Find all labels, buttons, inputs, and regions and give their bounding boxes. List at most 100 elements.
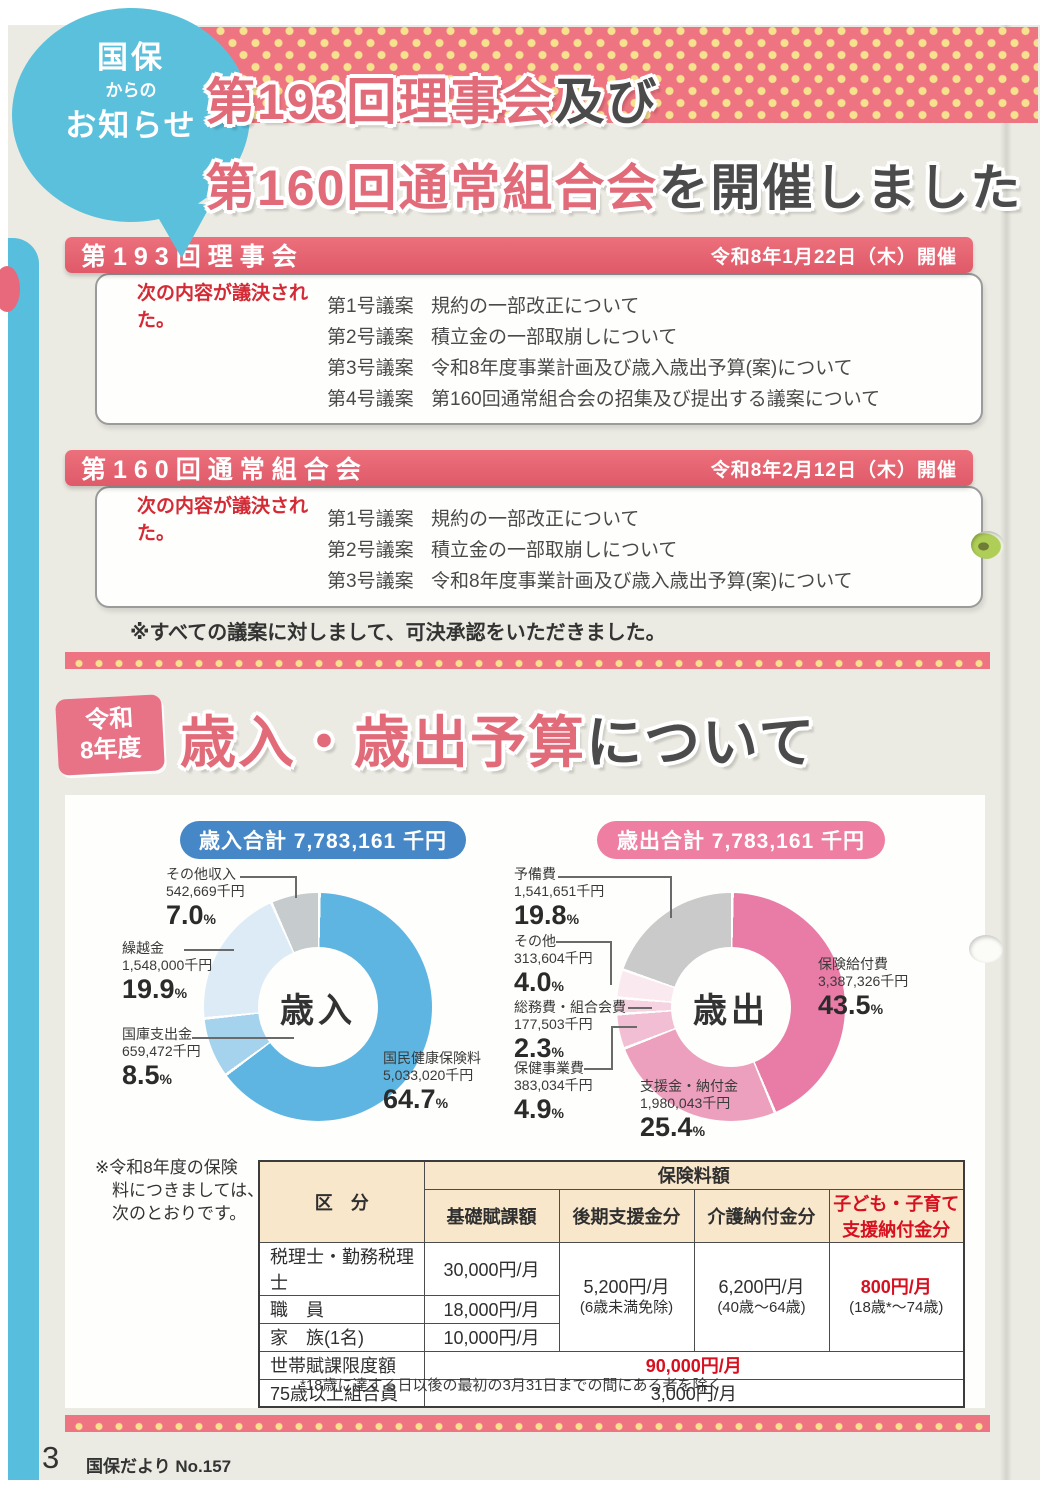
- table-cell-base: 18,000円/月: [423, 1294, 560, 1324]
- agenda-item-no: 第4号議案: [327, 389, 414, 410]
- table-cell-late-support: 5,200円/月 (6歳未満免除): [558, 1241, 695, 1352]
- premium-note-line1: ※令和8年度の保険: [95, 1158, 238, 1177]
- segment-name: 予備費: [514, 866, 556, 882]
- segment-name: 国民健康保険料: [383, 1050, 481, 1066]
- bubble-line1: 国保: [97, 40, 165, 75]
- leader-line: [558, 876, 672, 878]
- leader-line: [611, 1026, 613, 1070]
- agenda-item-no: 第2号議案: [327, 540, 414, 561]
- leader-line: [184, 949, 234, 951]
- segment-name: 繰越金: [122, 940, 164, 956]
- page-number: 3: [42, 1440, 60, 1475]
- segment-name: 保険給付費: [818, 956, 888, 972]
- segment-percent: 19.8%: [514, 900, 580, 930]
- agenda-item-no: 第3号議案: [327, 571, 414, 592]
- polka-dot-banner: [170, 27, 1038, 123]
- agenda-row: 第3号議案 令和8年度事業計画及び歳入歳出予算(案)について: [137, 351, 981, 382]
- leader-line: [192, 1037, 294, 1039]
- resolution-note: ※すべての議案に対しまして、可決承認をいただきました。: [130, 622, 666, 644]
- table-cell-child: 800円/月 (18歳*～74歳): [828, 1241, 965, 1352]
- section2-header-bar: 第160回通常組合会 令和8年2月12日（木）開催: [65, 450, 973, 486]
- agenda-row: 第4号議案 第160回通常組合会の招集及び提出する議案について: [137, 382, 981, 413]
- agenda-item-text: 令和8年度事業計画及び歳入歳出予算(案)について: [431, 571, 853, 592]
- bubble-line3: お知らせ: [65, 108, 197, 143]
- speech-bubble-text: 国保 からの お知らせ: [12, 38, 250, 148]
- section2-agenda-box: 次の内容が議決された。 第1号議案 規約の一部改正について 第2号議案 積立金の…: [95, 486, 983, 608]
- dotted-divider-bottom: [65, 1415, 990, 1432]
- title-line1-rest: 及び: [554, 74, 659, 130]
- income-label-hokenryo: 国民健康保険料 5,033,020千円 64.7%: [383, 1050, 481, 1118]
- section2-heading: 第160回通常組合会: [81, 456, 368, 484]
- income-label-kurikoshi: 繰越金 1,548,000千円 19.9%: [122, 940, 212, 1008]
- segment-percent: 64.7%: [383, 1084, 449, 1114]
- era-badge-line2: 8年度: [79, 734, 143, 765]
- segment-percent: 4.9%: [514, 1094, 564, 1124]
- income-label-kokko: 国庫支出金 659,472千円 8.5%: [122, 1026, 201, 1094]
- punch-hole-bottom: [969, 935, 1003, 963]
- table-cell-nursing: 6,200円/月 (40歳～64歳): [693, 1241, 830, 1352]
- segment-percent: 2.3%: [514, 1033, 564, 1063]
- segment-name: 国庫支出金: [122, 1026, 192, 1042]
- agenda-item-text: 規約の一部改正について: [431, 509, 640, 530]
- segment-amount: 313,604千円: [514, 950, 593, 966]
- table-cell-base: 10,000円/月: [423, 1322, 560, 1352]
- title-line2-rest: を開催しました: [658, 160, 1023, 216]
- table-header-base: 基礎賦課額: [423, 1188, 560, 1243]
- leader-line: [584, 1068, 613, 1070]
- segment-amount: 1,541,651千円: [514, 883, 605, 899]
- leader-line: [610, 941, 612, 985]
- expense-label-sonota: その他 313,604千円 4.0%: [514, 933, 593, 1001]
- section1-intro: 次の内容が議決された。: [137, 282, 309, 331]
- cell-value: 800円/月: [860, 1277, 932, 1297]
- leader-line: [611, 1026, 637, 1028]
- segment-name: その他: [514, 933, 556, 949]
- section1-header-bar: 第193回理事会 令和8年1月22日（木）開催: [65, 237, 973, 273]
- title-line1-highlight: 第193回理事会: [205, 74, 555, 130]
- agenda-item-no: 第3号議案: [327, 358, 414, 379]
- income-total-badge: 歳入合計 7,783,161 千円: [180, 821, 466, 859]
- cell-value: 5,200円/月: [583, 1277, 670, 1297]
- section1-agenda-box: 次の内容が議決された。 第1号議案 規約の一部改正について 第2号議案 積立金の…: [95, 273, 983, 425]
- premium-table: 区 分 保険料額 基礎賦課額 後期支援金分 介護納付金分 子ども・子育て支援納付…: [258, 1160, 965, 1408]
- budget-title: 歳入・歳出予算について: [180, 698, 816, 779]
- agenda-row: 次の内容が議決された。 第1号議案 規約の一部改正について: [137, 496, 981, 544]
- cell-note: (18歳*～74歳): [849, 1299, 944, 1316]
- agenda-item-text: 規約の一部改正について: [431, 296, 640, 317]
- table-cell-over75: 3,000円/月: [423, 1378, 965, 1408]
- left-pink-decoration: [0, 266, 20, 312]
- premium-note-line3: 次のとおりです。: [112, 1204, 247, 1223]
- page-edge-shadow: [1000, 25, 1012, 1480]
- agenda-item-text: 積立金の一部取崩しについて: [431, 327, 678, 348]
- segment-percent: 7.0%: [166, 900, 216, 930]
- section1-heading: 第193回理事会: [81, 243, 304, 271]
- agenda-item-text: 第160回通常組合会の招集及び提出する議案について: [431, 389, 881, 410]
- segment-amount: 542,669千円: [166, 883, 245, 899]
- leader-line: [628, 1007, 652, 1009]
- table-row-category: 家 族(1名): [258, 1322, 425, 1352]
- dotted-divider-top: [65, 652, 990, 669]
- era-badge: 令和 8年度: [55, 694, 165, 776]
- table-row-category: 職 員: [258, 1294, 425, 1324]
- title-line2-highlight: 第160回通常組合会: [205, 160, 659, 216]
- agenda-item-no: 第1号議案: [327, 296, 414, 317]
- premium-note: ※令和8年度の保険 料につきましては、 次のとおりです。: [95, 1156, 264, 1225]
- budget-title-highlight: 歳入・歳出予算: [180, 711, 586, 774]
- speech-bubble: [12, 8, 250, 222]
- expense-label-kyufuhi: 保険給付費 3,387,326千円 43.5%: [818, 956, 908, 1024]
- segment-percent: 8.5%: [122, 1060, 172, 1090]
- expense-label-somuhi: 総務費・組合会費 177,503千円 2.3%: [514, 999, 626, 1067]
- segment-percent: 19.9%: [122, 974, 188, 1004]
- leader-line: [295, 876, 297, 898]
- expense-donut-center-label: 歳出: [671, 947, 791, 1067]
- agenda-row: 第2号議案 積立金の一部取崩しについて: [137, 320, 981, 351]
- section2-date: 令和8年2月12日（木）開催: [710, 459, 957, 481]
- agenda-item-text: 積立金の一部取崩しについて: [431, 540, 678, 561]
- table-cell-base: 30,000円/月: [423, 1241, 560, 1296]
- segment-amount: 1,548,000千円: [122, 957, 213, 973]
- segment-percent: 25.4%: [640, 1112, 706, 1142]
- page-title-line1: 第193回理事会及び: [205, 62, 658, 134]
- segment-name: 総務費・組合会費: [514, 999, 626, 1015]
- table-row-category: 税理士・勤務税理士: [258, 1241, 425, 1296]
- agenda-row: 第3号議案 令和8年度事業計画及び歳入歳出予算(案)について: [137, 564, 981, 595]
- agenda-item-no: 第1号議案: [327, 509, 414, 530]
